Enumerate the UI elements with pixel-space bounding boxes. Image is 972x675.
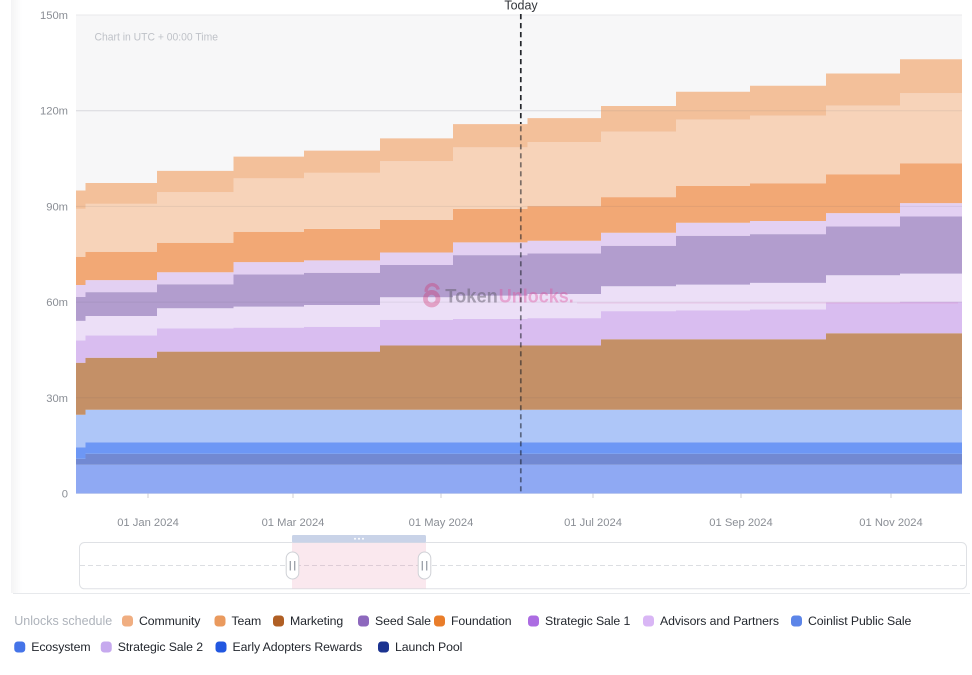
svg-text:Launch Pool: Launch Pool	[395, 640, 462, 654]
svg-text:Unlocks.: Unlocks.	[499, 287, 574, 308]
svg-text:Community: Community	[139, 614, 201, 628]
svg-text:Ecosystem: Ecosystem	[31, 640, 90, 654]
svg-text:Seed Sale: Seed Sale	[375, 614, 431, 628]
svg-text:Token: Token	[445, 287, 498, 308]
svg-text:120m: 120m	[40, 106, 68, 118]
svg-text:01 May 2024: 01 May 2024	[409, 517, 474, 529]
svg-text:150m: 150m	[40, 10, 68, 22]
svg-text:30m: 30m	[46, 393, 68, 405]
svg-text:Coinlist Public Sale: Coinlist Public Sale	[808, 614, 912, 628]
svg-text:Chart in UTC + 00:00 Time: Chart in UTC + 00:00 Time	[95, 32, 219, 44]
svg-text:Today: Today	[504, 0, 538, 13]
svg-text:Advisors and Partners: Advisors and Partners	[660, 614, 779, 628]
svg-text:Unlocks schedule: Unlocks schedule	[14, 614, 112, 628]
svg-text:60m: 60m	[46, 297, 68, 309]
svg-text:0: 0	[62, 489, 68, 501]
svg-text:Early Adopters Rewards: Early Adopters Rewards	[233, 640, 363, 654]
svg-text:Foundation: Foundation	[451, 614, 512, 628]
svg-text:90m: 90m	[46, 201, 68, 213]
svg-text:Strategic Sale 2: Strategic Sale 2	[118, 640, 203, 654]
svg-text:01 Sep 2024: 01 Sep 2024	[709, 517, 772, 529]
svg-text:01 Jul 2024: 01 Jul 2024	[564, 517, 622, 529]
svg-text:01 Jan 2024: 01 Jan 2024	[117, 517, 179, 529]
svg-text:Marketing: Marketing	[290, 614, 343, 628]
svg-text:01 Nov 2024: 01 Nov 2024	[859, 517, 922, 529]
svg-text:01 Mar 2024: 01 Mar 2024	[262, 517, 325, 529]
svg-text:Team: Team	[232, 614, 262, 628]
svg-text:Strategic Sale 1: Strategic Sale 1	[545, 614, 630, 628]
